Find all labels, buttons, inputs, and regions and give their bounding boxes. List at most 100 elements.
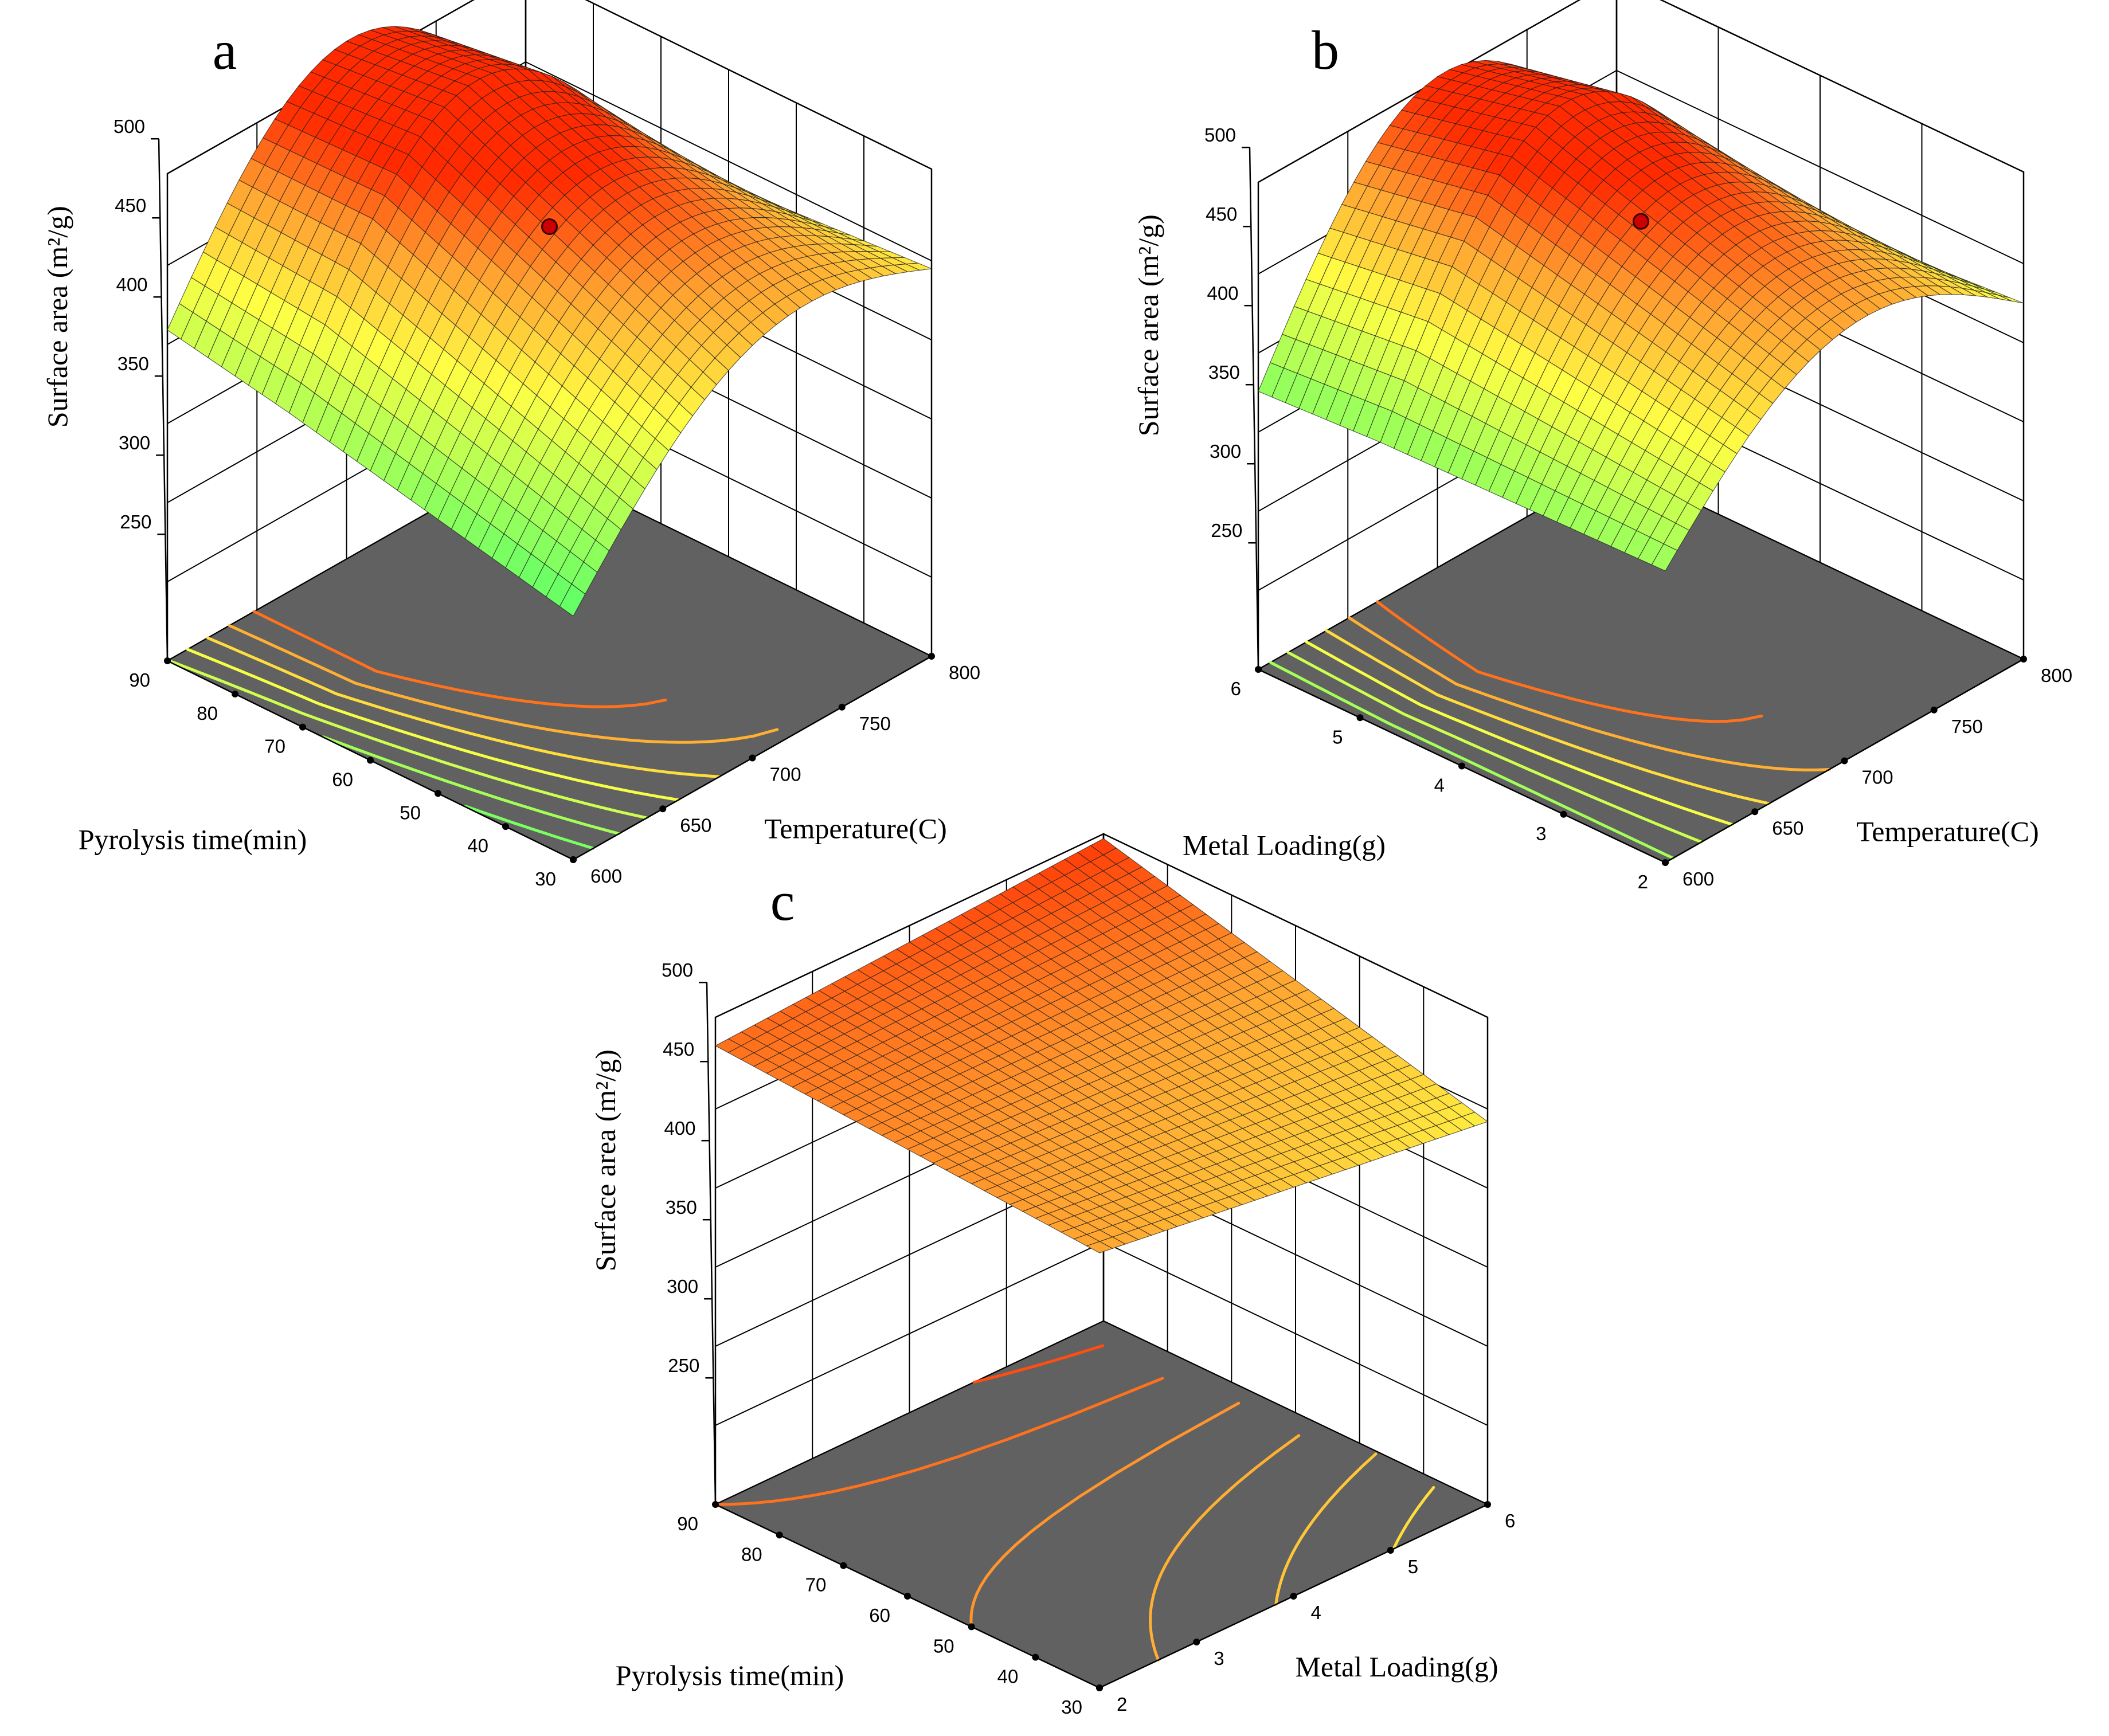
x-tick-label: 50 bbox=[933, 1635, 954, 1656]
x-tick-mark bbox=[776, 1531, 783, 1539]
z-axis-title: Surface area (m²/g) bbox=[1132, 214, 1164, 436]
contour-line-460 bbox=[714, 1377, 1164, 1506]
y-axis-title: Temperature(C) bbox=[1856, 816, 2039, 848]
x-tick-label: 30 bbox=[1061, 1696, 1082, 1718]
panel-a: 500 450 400 350 300 250 Surface area (m²/g) 90 8… bbox=[41, 0, 980, 889]
y-tick-mark bbox=[1193, 1639, 1200, 1645]
z-axis-line bbox=[706, 982, 717, 1505]
contour-line-450 bbox=[969, 1401, 1241, 1628]
y-tick-mark bbox=[1841, 757, 1848, 765]
z-tick-label: 450 bbox=[663, 1039, 694, 1060]
y-tick-mark bbox=[928, 653, 935, 660]
x-axis: 90 80 70 60 50 40 30 Pyrolysis time(min) bbox=[79, 657, 577, 889]
contour-line-400 bbox=[186, 648, 680, 802]
contour-line-420 bbox=[1392, 1486, 1435, 1551]
response-surface bbox=[167, 26, 933, 617]
z-tick-label: 500 bbox=[662, 959, 693, 981]
x-axis: 90 80 70 60 50 40 30 Pyrolysis time(min) bbox=[616, 1501, 1103, 1718]
y-tick-mark bbox=[570, 856, 577, 863]
x-tick-mark bbox=[435, 790, 441, 797]
contour-line-340 bbox=[464, 805, 595, 850]
z-tick-label: 450 bbox=[1206, 203, 1237, 225]
y-tick-label: 650 bbox=[1772, 817, 1803, 838]
contour-line-420 bbox=[206, 636, 721, 778]
surface-patch bbox=[1086, 1241, 1113, 1253]
wall-horizontal-gridline bbox=[1103, 1241, 1488, 1426]
x-tick-label: 90 bbox=[129, 669, 150, 691]
y-tick-label: 650 bbox=[680, 814, 711, 836]
y-tick-mark bbox=[1662, 859, 1669, 866]
z-axis-line bbox=[1249, 147, 1259, 670]
x-tick-mark bbox=[232, 690, 238, 697]
x-tick-mark bbox=[840, 1562, 847, 1569]
y-tick-label: 700 bbox=[1862, 767, 1893, 788]
x-tick-label: 70 bbox=[805, 1574, 827, 1596]
x-tick-label: 40 bbox=[467, 835, 488, 856]
panel-letter: c bbox=[770, 871, 795, 932]
design-point-marker bbox=[541, 218, 558, 236]
contour-line-440 bbox=[1149, 1434, 1301, 1661]
z-axis-title: Surface area (m²/g) bbox=[41, 206, 73, 428]
y-tick-label: 800 bbox=[949, 662, 980, 683]
y-axis: 2 3 4 5 6 Metal Loading(g) bbox=[1096, 1501, 1515, 1715]
y-tick-mark bbox=[1930, 706, 1938, 714]
z-tick-label: 250 bbox=[668, 1355, 699, 1376]
y-axis-title: Temperature(C) bbox=[764, 813, 947, 845]
y-tick-label: 600 bbox=[1682, 868, 1714, 889]
z-tick-label: 400 bbox=[664, 1118, 695, 1139]
contour-line-400 bbox=[1305, 640, 1734, 826]
contour-line-380 bbox=[166, 659, 648, 820]
z-axis: 500 450 400 350 300 250 Surface area (m²/g) bbox=[41, 116, 169, 661]
x-tick-label: 80 bbox=[197, 703, 218, 724]
z-tick-label: 500 bbox=[1204, 124, 1236, 146]
contour-line-470 bbox=[972, 1344, 1105, 1384]
x-tick-label: 2 bbox=[1638, 871, 1648, 892]
x-tick-label: 5 bbox=[1332, 726, 1343, 747]
y-tick-label: 6 bbox=[1505, 1510, 1515, 1531]
x-tick-label: 30 bbox=[535, 868, 556, 889]
response-surface bbox=[714, 838, 1489, 1253]
z-tick-label: 300 bbox=[1210, 441, 1241, 462]
x-axis: 6 5 4 3 2 Metal Loading(g) bbox=[1183, 666, 1669, 892]
z-tick-label: 500 bbox=[114, 116, 145, 137]
contour-line-420 bbox=[1325, 629, 1771, 805]
z-tick-label: 450 bbox=[115, 195, 146, 216]
floor-contours bbox=[1269, 600, 1831, 860]
x-tick-label: 6 bbox=[1231, 678, 1241, 699]
contour-line-440 bbox=[228, 624, 779, 744]
floor-contours bbox=[166, 610, 779, 850]
y-axis-title: Metal Loading(g) bbox=[1295, 1651, 1498, 1683]
design-point-marker bbox=[1633, 213, 1649, 230]
y-tick-mark bbox=[1387, 1547, 1394, 1554]
x-tick-mark bbox=[1356, 714, 1364, 722]
y-tick-label: 5 bbox=[1408, 1556, 1418, 1577]
x-tick-mark bbox=[1458, 762, 1465, 770]
x-axis-title: Pyrolysis time(min) bbox=[79, 824, 307, 856]
y-axis: 600 650 700 750 800 Temperature(C) bbox=[1662, 656, 2072, 889]
contour-line-460 bbox=[252, 610, 667, 708]
response-surface bbox=[1258, 60, 2024, 571]
floor-contours bbox=[714, 1344, 1435, 1661]
z-tick-label: 400 bbox=[116, 274, 147, 295]
z-tick-label: 350 bbox=[666, 1197, 697, 1218]
x-tick-mark bbox=[164, 657, 171, 664]
surface-patch bbox=[559, 583, 586, 617]
panel-letter: b bbox=[1312, 19, 1339, 81]
y-tick-label: 750 bbox=[1951, 716, 1983, 737]
y-tick-label: 600 bbox=[590, 865, 622, 887]
contour-line-380 bbox=[1286, 650, 1703, 844]
surface-patch bbox=[1651, 543, 1678, 571]
x-tick-label: 80 bbox=[741, 1543, 762, 1565]
z-tick-label: 250 bbox=[120, 511, 151, 532]
wall-horizontal-gridline bbox=[1616, 70, 2024, 264]
x-tick-label: 50 bbox=[400, 802, 421, 823]
y-tick-label: 700 bbox=[770, 764, 801, 785]
x-axis-title: Metal Loading(g) bbox=[1183, 829, 1386, 861]
y-tick-mark bbox=[1096, 1684, 1103, 1691]
x-tick-mark bbox=[299, 723, 306, 731]
x-tick-mark bbox=[968, 1623, 975, 1631]
x-tick-label: 70 bbox=[264, 736, 285, 757]
x-tick-mark bbox=[1255, 666, 1262, 673]
z-axis: 500 450 400 350 300 250 Surface area (m²/g) bbox=[1132, 124, 1259, 670]
